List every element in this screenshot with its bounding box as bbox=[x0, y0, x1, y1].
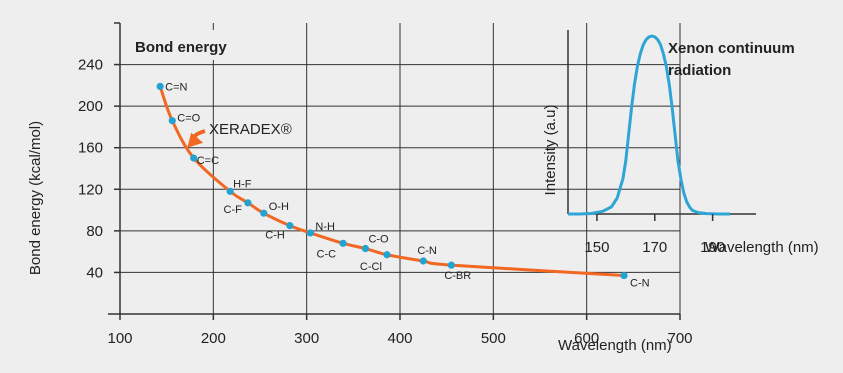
data-point-label: C=C bbox=[197, 155, 219, 167]
bond-energy-title: Bond energy bbox=[135, 39, 227, 56]
spectrum-tick-label: 170 bbox=[642, 239, 667, 256]
data-point-label: C-O bbox=[368, 234, 389, 246]
data-point-label: C=N bbox=[165, 81, 187, 93]
bond-energy-axes bbox=[108, 22, 681, 320]
spectrum-y-axis-label: Intensity (a.u) bbox=[542, 105, 559, 196]
spectrum-title-line: Xenon continuum bbox=[668, 40, 795, 57]
y-tick-label: 160 bbox=[78, 140, 103, 157]
data-point bbox=[226, 187, 234, 195]
data-point bbox=[244, 199, 252, 207]
data-point bbox=[383, 251, 391, 259]
data-point bbox=[286, 222, 294, 230]
data-point bbox=[260, 209, 268, 217]
x-tick-label: 300 bbox=[294, 330, 319, 347]
data-point-label: C-N bbox=[417, 245, 437, 257]
bond-energy-grid bbox=[120, 23, 680, 314]
spectrum-x-axis-label: Wavelength (nm) bbox=[705, 239, 819, 256]
data-point-label: C-C bbox=[317, 248, 337, 260]
data-point-label: C-Cl bbox=[360, 261, 382, 273]
spectrum-tick-label: 190 bbox=[700, 239, 725, 256]
data-point-label: O-H bbox=[269, 201, 289, 213]
bond-energy-tick-labels: 100 200 300 400 500 600 700 40 80 120 160 200 240 bbox=[78, 57, 693, 347]
data-point bbox=[620, 271, 628, 280]
data-point bbox=[361, 244, 370, 253]
xenon-spectrum-chart: 150 170 190 Intensity (a.u) Wavelength (nm… bbox=[542, 30, 819, 256]
data-point-label: H-F bbox=[233, 178, 252, 190]
data-point-label: C-H bbox=[265, 230, 285, 242]
spectrum-tick-labels: 150 170 190 bbox=[584, 214, 725, 256]
x-tick-label: 600 bbox=[574, 330, 599, 347]
x-tick-label: 400 bbox=[387, 330, 412, 347]
xeradex-label: XERADEX® bbox=[209, 121, 292, 138]
data-point bbox=[190, 154, 198, 162]
bond-energy-chart: 100 200 300 400 500 600 700 40 80 120 160 200 240 C=… bbox=[27, 22, 693, 354]
y-axis-label: Bond energy (kcal/mol) bbox=[27, 121, 44, 275]
y-tick-label: 40 bbox=[86, 264, 103, 281]
data-point-label: C-BR bbox=[444, 270, 471, 282]
data-point-label: C-F bbox=[224, 204, 243, 216]
data-point-label: C-N bbox=[630, 278, 650, 290]
x-tick-label: 500 bbox=[481, 330, 506, 347]
data-point bbox=[156, 82, 164, 90]
xeradex-annotation: XERADEX® bbox=[187, 121, 292, 148]
x-tick-label: 700 bbox=[667, 330, 692, 347]
spectrum-tick-label: 150 bbox=[584, 239, 609, 256]
x-tick-label: 200 bbox=[201, 330, 226, 347]
bond-energy-points: C=N C=O C=C H-F C-F O-H C-H N-H C-C C-O C-Cl C-N C-B… bbox=[156, 81, 650, 290]
x-tick-label: 100 bbox=[107, 330, 132, 347]
data-point bbox=[419, 257, 427, 265]
spectrum-title-line: radiation bbox=[668, 62, 731, 79]
data-point bbox=[447, 261, 455, 269]
bond-title-backdrop bbox=[124, 30, 261, 60]
xenon-spectrum-curve bbox=[568, 34, 730, 216]
x-axis-label: Wavelength (nm) bbox=[558, 337, 672, 354]
data-point bbox=[168, 117, 176, 125]
data-point-label: N-H bbox=[315, 221, 335, 233]
y-tick-label: 80 bbox=[86, 223, 103, 240]
y-tick-label: 120 bbox=[78, 181, 103, 198]
data-point bbox=[339, 239, 347, 247]
data-point bbox=[306, 229, 314, 237]
data-point-label: C=O bbox=[177, 113, 200, 125]
y-tick-label: 200 bbox=[78, 98, 103, 115]
spectrum-title: Xenon continuum radiation bbox=[668, 40, 795, 79]
xeradex-arrowhead bbox=[187, 132, 204, 148]
y-tick-label: 240 bbox=[78, 57, 103, 74]
